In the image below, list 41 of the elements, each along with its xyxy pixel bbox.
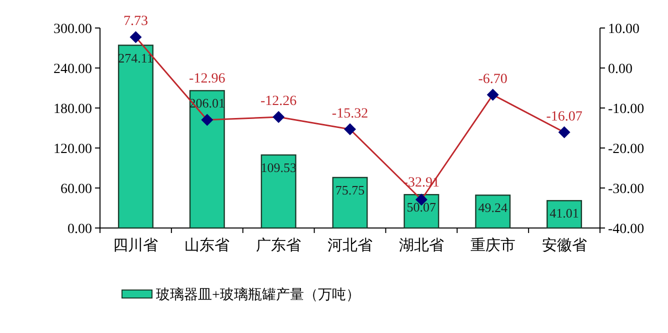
data-label: -15.32 bbox=[332, 106, 368, 122]
bar bbox=[475, 194, 511, 229]
x-tick-label: 四川省 bbox=[113, 237, 158, 254]
bar bbox=[118, 44, 154, 229]
point bbox=[130, 31, 142, 44]
y2-tick-label: -20.00 bbox=[608, 142, 644, 157]
y-tick-label: 60.00 bbox=[60, 182, 92, 197]
y-tick-label: 120.00 bbox=[54, 142, 92, 157]
bar bbox=[189, 90, 225, 229]
bar bbox=[332, 176, 368, 229]
x-tick-label: 湖北省 bbox=[398, 237, 444, 254]
data-label: 41.01 bbox=[550, 206, 579, 221]
bar bbox=[546, 200, 582, 229]
x-tick-label: 安徽省 bbox=[542, 237, 587, 254]
data-label: -12.96 bbox=[189, 72, 226, 87]
y-tick-label: 300.00 bbox=[54, 22, 92, 37]
y2-tick-label: -40.00 bbox=[608, 222, 644, 237]
data-label: -16.07 bbox=[546, 109, 582, 124]
data-label: -6.70 bbox=[478, 72, 508, 87]
y2-tick-label: 0.00 bbox=[608, 62, 632, 77]
y-tick-label: 0.00 bbox=[68, 222, 92, 237]
point bbox=[201, 114, 214, 126]
x-tick-label: 河北省 bbox=[328, 237, 372, 254]
y2-tick-label: -10.00 bbox=[608, 102, 644, 117]
x-tick-label: 广东省 bbox=[256, 237, 302, 254]
x-tick-label: 重庆市 bbox=[470, 237, 516, 254]
point bbox=[344, 123, 356, 136]
y-tick-label: 180.00 bbox=[54, 102, 92, 117]
x-tick-label: 山东省 bbox=[184, 237, 230, 254]
data-label: 75.75 bbox=[335, 182, 365, 198]
data-label: 50.07 bbox=[406, 200, 437, 215]
y-tick-label: 240.00 bbox=[54, 62, 92, 77]
y2-tick-label: 10.00 bbox=[608, 22, 640, 37]
point bbox=[272, 111, 285, 124]
data-label: 7.73 bbox=[123, 14, 148, 30]
legend-label: 玻璃器皿+玻璃瓶罐产量（万吨） bbox=[156, 287, 360, 303]
data-label: 49.24 bbox=[478, 200, 508, 216]
point bbox=[558, 126, 570, 138]
y2-tick-label: -30.00 bbox=[608, 182, 644, 197]
point bbox=[486, 88, 499, 101]
data-label: -12.26 bbox=[260, 94, 297, 110]
